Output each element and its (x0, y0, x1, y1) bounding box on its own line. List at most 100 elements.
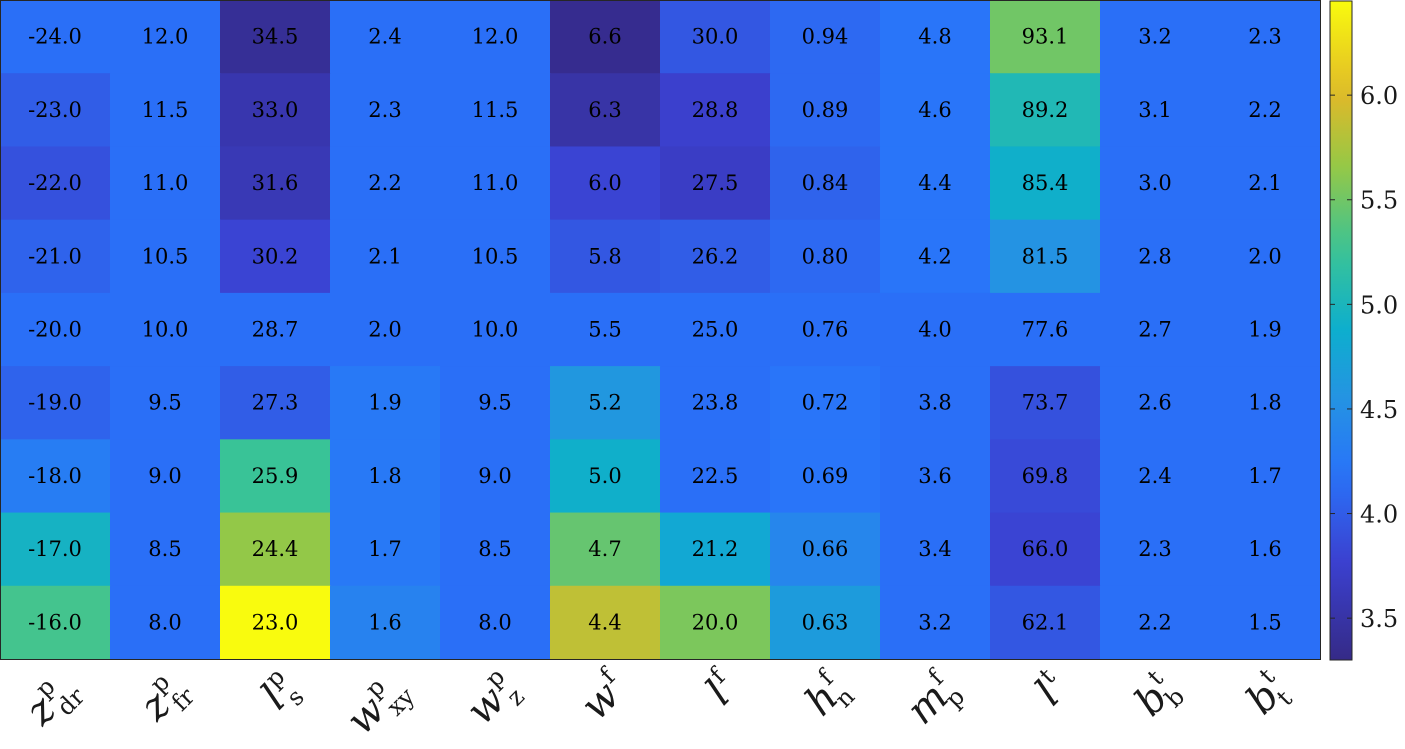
cell-label: 3.4 (918, 537, 951, 561)
svg-text:wpxy: wpxy (335, 662, 421, 748)
x-tick-label: btt (1238, 662, 1298, 723)
cell-label: 1.9 (368, 391, 401, 415)
svg-text:lf: lf (695, 661, 748, 714)
heatmap-cell (0, 292, 111, 367)
heatmap-cell (660, 292, 771, 367)
heatmap-cell (770, 0, 881, 74)
cell-label: 12.0 (142, 25, 189, 49)
cell-label: 1.7 (1248, 464, 1281, 488)
heatmap-cell (880, 512, 991, 587)
heatmap-cell (1100, 219, 1211, 294)
cell-label: 1.9 (1248, 318, 1281, 342)
heatmap-cell (990, 366, 1101, 440)
cell-label: 4.8 (918, 25, 951, 49)
heatmap-cell (990, 292, 1101, 367)
cell-label: 0.80 (802, 244, 849, 268)
cell-label: 93.1 (1022, 25, 1069, 49)
heatmap-cell (440, 146, 551, 221)
heatmap-cell (1210, 146, 1321, 221)
cell-label: 30.2 (252, 244, 299, 268)
heatmap-cell (330, 585, 441, 660)
heatmap-cell (880, 0, 991, 74)
cell-label: 73.7 (1022, 391, 1069, 415)
cell-label: 9.0 (148, 464, 181, 488)
heatmap-cell (990, 512, 1101, 587)
heatmap-cell (770, 292, 881, 367)
cell-label: 3.2 (918, 610, 951, 634)
heatmap-cell (110, 585, 221, 660)
x-tick-label: zpfr (131, 668, 201, 731)
cell-label: 4.7 (588, 537, 621, 561)
heatmap-cell (0, 439, 111, 514)
heatmap-cell (440, 219, 551, 294)
heatmap-cell (880, 585, 991, 660)
cell-label: 26.2 (692, 244, 739, 268)
cell-label: 1.5 (1248, 610, 1281, 634)
heatmap-cell (550, 439, 661, 514)
heatmap-cell (660, 0, 771, 74)
cell-label: 0.69 (802, 464, 849, 488)
heatmap-cell (0, 0, 111, 74)
cell-label: -19.0 (28, 391, 82, 415)
cell-label: 1.8 (1248, 391, 1281, 415)
cell-label: 25.0 (692, 318, 739, 342)
heatmap-cell (660, 512, 771, 587)
cell-label: 0.63 (802, 610, 849, 634)
cell-label: 1.7 (368, 537, 401, 561)
cell-label: 21.2 (692, 537, 739, 561)
heatmap-cell (770, 73, 881, 148)
svg-text:wpz: wpz (455, 663, 530, 738)
cell-label: 2.2 (1248, 98, 1281, 122)
cell-label: 5.5 (588, 318, 621, 342)
heatmap-cell (220, 146, 331, 221)
cell-label: 2.3 (368, 98, 401, 122)
heatmap-cell (0, 585, 111, 660)
cell-label: 23.0 (252, 610, 299, 634)
cell-label: 2.7 (1138, 318, 1171, 342)
cell-label: 1.6 (1248, 537, 1281, 561)
heatmap-cell (880, 366, 991, 440)
heatmap-cell (110, 366, 221, 440)
heatmap-cell (990, 146, 1101, 221)
heatmap-cell (660, 219, 771, 294)
cell-label: 77.6 (1022, 318, 1069, 342)
heatmap-cell (220, 512, 331, 587)
cell-label: 30.0 (692, 25, 739, 49)
heatmap-cell (770, 146, 881, 221)
cell-label: 11.5 (472, 98, 519, 122)
heatmap-cell (550, 219, 661, 294)
cell-label: 2.1 (1248, 171, 1281, 195)
x-tick-label: zpdr (16, 672, 90, 735)
cell-label: 28.8 (692, 98, 739, 122)
heatmap-cell (1210, 439, 1321, 514)
heatmap-cell (1210, 585, 1321, 660)
heatmap-cell (1100, 146, 1211, 221)
cell-label: 6.6 (588, 25, 621, 49)
heatmap-cell (1100, 512, 1211, 587)
heatmap-cell (990, 73, 1101, 148)
cell-label: 4.0 (918, 318, 951, 342)
heatmap-cell (990, 439, 1101, 514)
heatmap-cell (770, 366, 881, 440)
colorbar-tick-label: 4.5 (1360, 396, 1398, 424)
cell-label: 1.8 (368, 464, 401, 488)
heatmap-cell (770, 512, 881, 587)
cell-label: 10.5 (472, 244, 519, 268)
cell-label: 3.2 (1138, 25, 1171, 49)
x-tick-label: hfn (796, 663, 860, 725)
cell-label: 5.0 (588, 464, 621, 488)
heatmap-cell (1210, 0, 1321, 74)
heatmap-cell (1100, 0, 1211, 74)
heatmap-cell (110, 73, 221, 148)
heatmap-cell (0, 366, 111, 440)
heatmap-cell (220, 73, 331, 148)
heatmap-cell (220, 0, 331, 74)
cell-label: 12.0 (472, 25, 519, 49)
cell-label: 4.4 (918, 171, 951, 195)
cell-label: 33.0 (252, 98, 299, 122)
heatmap-cell (1100, 73, 1211, 148)
colorbar-tick-label: 6.0 (1360, 82, 1398, 110)
cell-label: 6.0 (588, 171, 621, 195)
x-tick-label: btb (1126, 664, 1190, 725)
x-tick-label: lf (695, 661, 748, 714)
